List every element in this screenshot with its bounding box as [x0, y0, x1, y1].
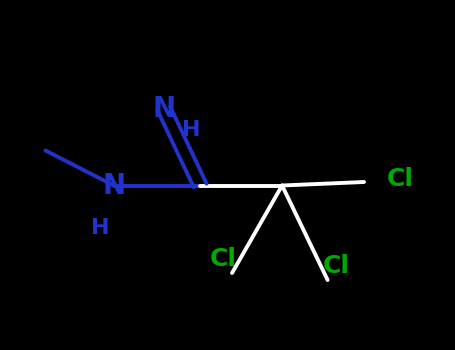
Text: Cl: Cl: [209, 247, 237, 271]
Text: N: N: [102, 172, 125, 200]
Text: H: H: [182, 119, 200, 140]
Text: Cl: Cl: [323, 254, 350, 278]
Text: N: N: [152, 94, 175, 122]
Text: H: H: [91, 217, 109, 238]
Text: Cl: Cl: [387, 167, 414, 190]
